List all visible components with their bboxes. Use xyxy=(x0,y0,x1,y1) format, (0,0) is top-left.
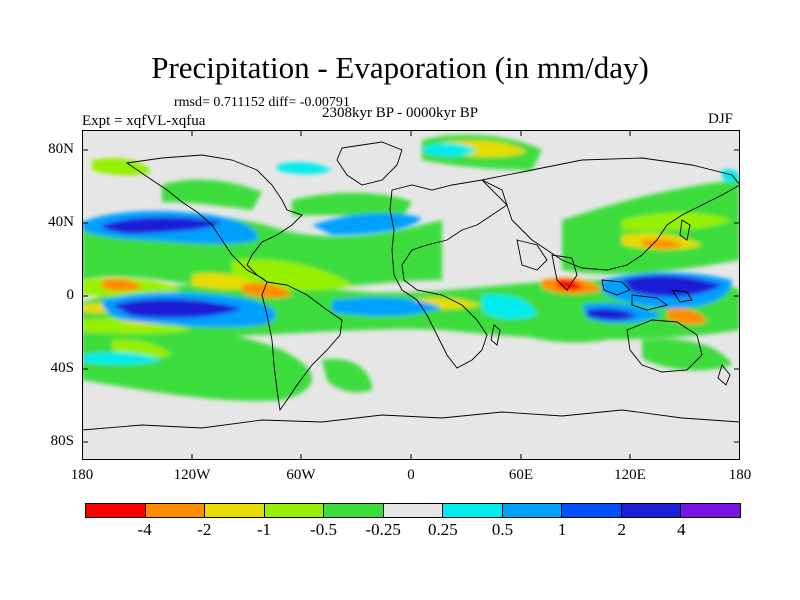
map-title: Precipitation - Evaporation (in mm/day) xyxy=(151,50,649,85)
colorbar-label: -2 xyxy=(197,520,212,539)
lon-label-120e: 120E xyxy=(614,467,646,483)
colorbar-swatch xyxy=(205,504,265,517)
colorbar-swatch xyxy=(562,504,622,517)
colorbar-label: 2 xyxy=(617,520,626,539)
coastlines xyxy=(82,141,740,431)
lat-label-40n: 40N xyxy=(48,214,74,230)
period-label: 2308kyr BP - 0000kyr BP xyxy=(322,105,479,121)
lat-label-80n: 80N xyxy=(48,141,74,157)
colorbar-label: -4 xyxy=(137,520,152,539)
colorbar-swatch xyxy=(86,504,146,517)
map-svg xyxy=(82,130,740,460)
map-plot xyxy=(82,130,740,460)
colorbar-label: -0.25 xyxy=(365,520,401,539)
colorbar-label: 4 xyxy=(677,520,686,539)
experiment-label: Expt = xqfVL-xqfua xyxy=(82,113,206,129)
lat-label-0: 0 xyxy=(66,287,75,303)
stats-text: rmsd= 0.711152 diff= -0.00791 xyxy=(174,95,350,110)
colorbar xyxy=(85,503,741,518)
colorbar-swatch xyxy=(324,504,384,517)
colorbar-swatch xyxy=(681,504,741,517)
colorbar-swatch xyxy=(621,504,682,517)
colorbar-label: -0.5 xyxy=(310,520,337,539)
colorbar-label: 0.5 xyxy=(491,520,514,539)
colorbar-swatch xyxy=(264,504,325,517)
lon-label-180e: 180 xyxy=(728,467,752,483)
lon-label-180w: 180 xyxy=(70,467,94,483)
colorbar-label: -1 xyxy=(256,520,271,539)
lon-label-60w: 60W xyxy=(286,467,316,483)
axis-ticks xyxy=(82,130,740,460)
colorbar-label: 0.25 xyxy=(427,520,458,539)
field-layer xyxy=(82,134,740,401)
colorbar-swatch xyxy=(502,504,563,517)
lat-label-40s: 40S xyxy=(50,360,74,376)
colorbar-label: 1 xyxy=(557,520,567,539)
lat-label-80s: 80S xyxy=(50,433,74,449)
lon-label-120w: 120W xyxy=(173,467,211,483)
colorbar-swatch xyxy=(443,504,503,517)
lon-label-60e: 60E xyxy=(508,467,534,483)
colorbar-swatch xyxy=(145,504,206,517)
season-label: DJF xyxy=(708,111,734,127)
colorbar-swatch xyxy=(383,504,444,517)
lon-label-0: 0 xyxy=(407,467,415,483)
